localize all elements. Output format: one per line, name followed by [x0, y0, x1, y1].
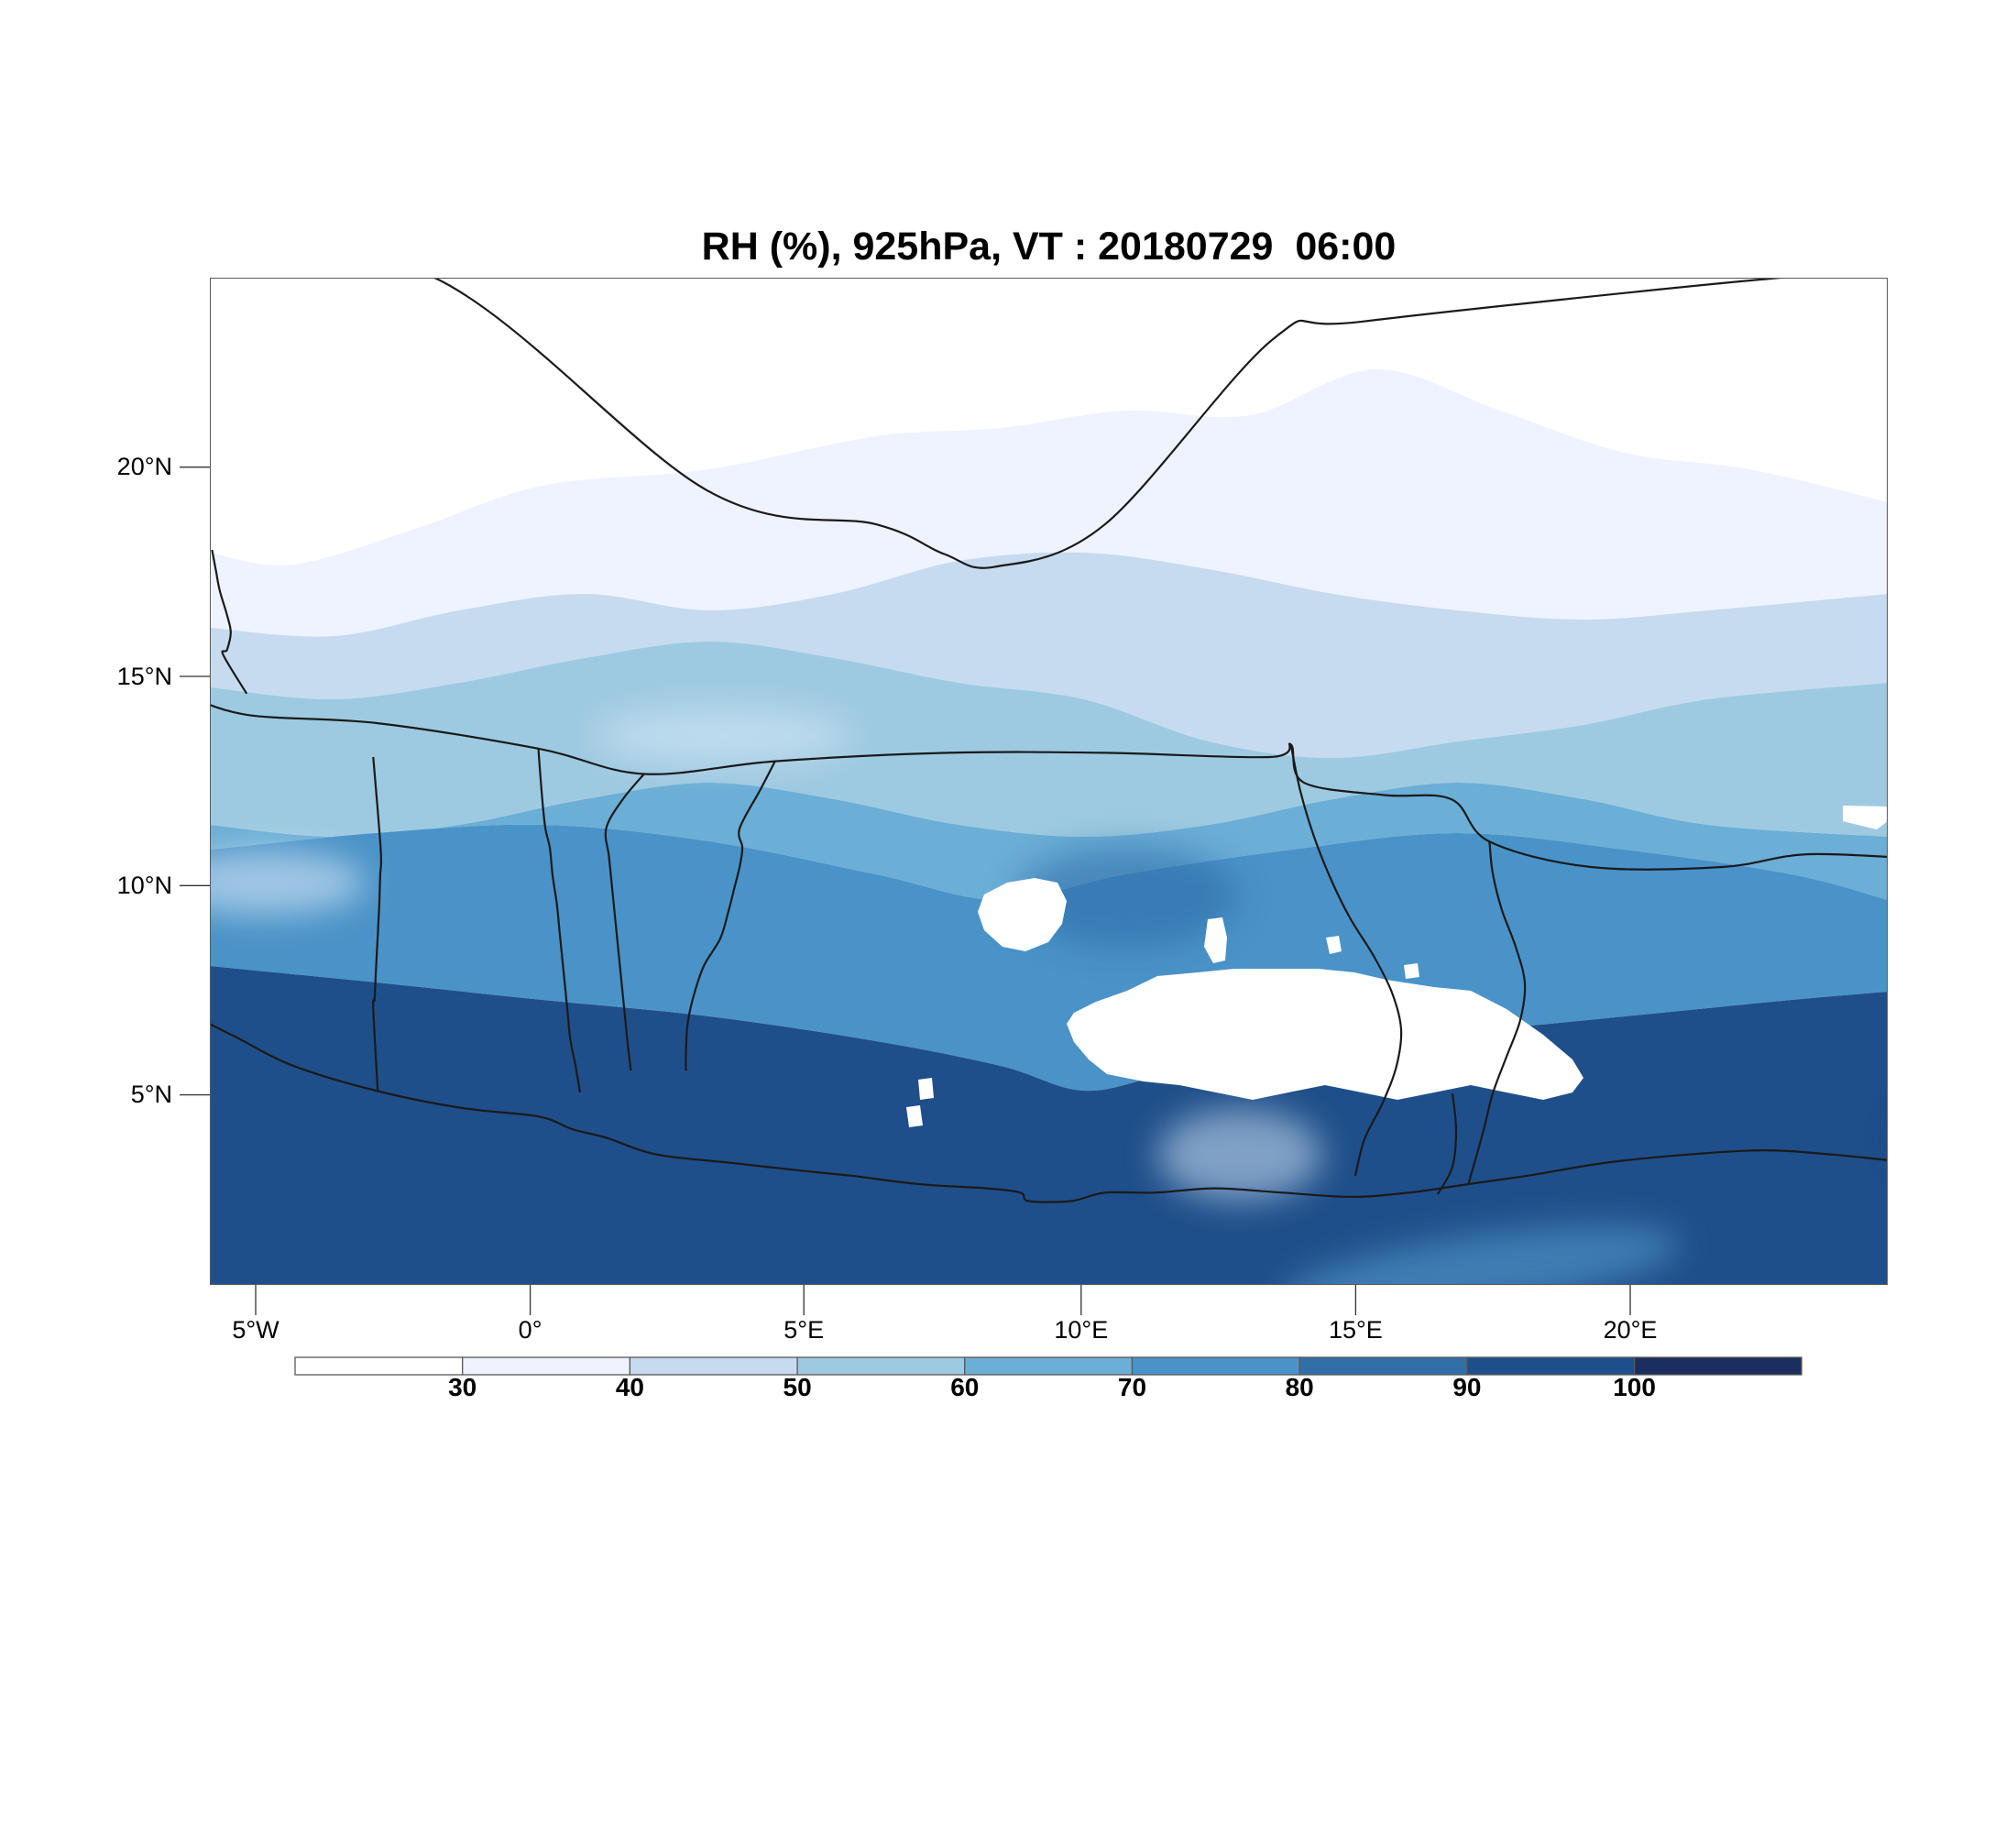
- svg-text:70: 70: [1118, 1373, 1146, 1401]
- svg-text:40: 40: [616, 1373, 644, 1401]
- svg-text:100: 100: [1613, 1373, 1656, 1401]
- svg-text:50: 50: [783, 1373, 812, 1401]
- svg-text:60: 60: [950, 1373, 979, 1401]
- svg-text:90: 90: [1452, 1373, 1481, 1401]
- svg-text:80: 80: [1286, 1373, 1314, 1401]
- svg-text:30: 30: [448, 1373, 477, 1401]
